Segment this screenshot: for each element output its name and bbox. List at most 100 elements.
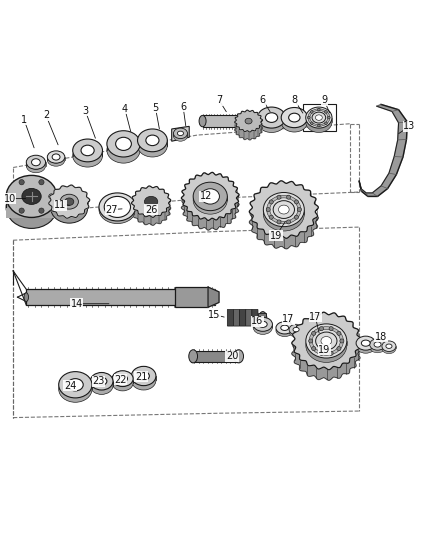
Ellipse shape (386, 344, 392, 349)
Ellipse shape (281, 328, 289, 333)
Circle shape (19, 180, 24, 185)
Ellipse shape (245, 118, 252, 124)
Ellipse shape (312, 112, 326, 123)
Ellipse shape (315, 115, 322, 120)
Ellipse shape (293, 329, 299, 334)
Circle shape (318, 124, 320, 127)
Ellipse shape (59, 376, 92, 402)
Circle shape (286, 195, 291, 199)
FancyBboxPatch shape (26, 289, 215, 305)
FancyBboxPatch shape (246, 310, 252, 326)
Text: 26: 26 (145, 205, 157, 215)
Text: 1: 1 (21, 115, 27, 125)
Polygon shape (131, 194, 171, 225)
Ellipse shape (273, 205, 294, 223)
Ellipse shape (370, 342, 385, 353)
Text: 5: 5 (152, 103, 159, 113)
Circle shape (340, 339, 344, 343)
Ellipse shape (199, 115, 206, 127)
Polygon shape (359, 104, 407, 197)
Circle shape (312, 332, 316, 335)
Text: 22: 22 (114, 375, 127, 384)
Ellipse shape (47, 154, 65, 166)
Text: 24: 24 (64, 381, 76, 391)
Ellipse shape (289, 327, 303, 337)
Ellipse shape (112, 375, 133, 391)
Ellipse shape (73, 139, 102, 162)
Circle shape (286, 220, 291, 224)
Ellipse shape (96, 382, 107, 390)
Circle shape (312, 346, 316, 351)
Ellipse shape (47, 151, 65, 163)
Ellipse shape (306, 111, 332, 133)
Ellipse shape (99, 193, 136, 221)
Ellipse shape (6, 175, 57, 217)
Bar (303, 103, 336, 131)
Text: 23: 23 (92, 376, 105, 386)
Ellipse shape (312, 329, 340, 353)
Ellipse shape (118, 379, 127, 386)
Ellipse shape (310, 110, 328, 125)
Ellipse shape (6, 187, 57, 229)
Ellipse shape (26, 155, 46, 169)
Ellipse shape (258, 107, 286, 128)
Ellipse shape (52, 154, 60, 160)
Ellipse shape (306, 107, 332, 128)
Text: 18: 18 (375, 332, 387, 342)
Ellipse shape (289, 324, 303, 335)
Text: 6: 6 (260, 95, 266, 105)
Ellipse shape (370, 339, 385, 350)
Ellipse shape (263, 192, 304, 227)
FancyBboxPatch shape (240, 310, 246, 326)
Polygon shape (292, 312, 361, 370)
Ellipse shape (308, 109, 330, 126)
Circle shape (277, 195, 281, 199)
Ellipse shape (193, 182, 227, 211)
Polygon shape (235, 118, 262, 140)
Ellipse shape (173, 128, 187, 139)
Ellipse shape (116, 138, 131, 150)
Ellipse shape (316, 332, 337, 350)
Circle shape (269, 200, 273, 204)
Circle shape (325, 111, 327, 113)
Ellipse shape (104, 199, 131, 220)
Text: 19: 19 (318, 345, 330, 355)
Ellipse shape (107, 131, 140, 157)
Polygon shape (292, 323, 361, 380)
Ellipse shape (306, 324, 347, 358)
Text: 20: 20 (226, 351, 238, 361)
Text: 27: 27 (106, 205, 118, 215)
FancyBboxPatch shape (258, 313, 266, 322)
Circle shape (294, 200, 298, 204)
Ellipse shape (138, 134, 167, 157)
Ellipse shape (382, 343, 396, 354)
Text: 6: 6 (180, 102, 186, 111)
Ellipse shape (116, 143, 131, 157)
Polygon shape (249, 181, 318, 238)
Ellipse shape (361, 343, 370, 349)
Ellipse shape (177, 134, 184, 138)
FancyBboxPatch shape (202, 115, 244, 127)
Polygon shape (49, 185, 90, 218)
Circle shape (9, 194, 14, 199)
Ellipse shape (263, 197, 304, 231)
Text: 15: 15 (208, 310, 221, 320)
Circle shape (309, 339, 313, 343)
FancyBboxPatch shape (227, 310, 233, 326)
Ellipse shape (201, 192, 219, 207)
Ellipse shape (145, 196, 158, 207)
Ellipse shape (99, 196, 136, 223)
Circle shape (328, 116, 330, 119)
Ellipse shape (112, 371, 133, 386)
Ellipse shape (131, 366, 156, 386)
Ellipse shape (374, 342, 381, 347)
Ellipse shape (81, 145, 94, 156)
Ellipse shape (321, 336, 332, 345)
Polygon shape (181, 172, 239, 221)
Polygon shape (131, 186, 171, 217)
Text: 9: 9 (321, 95, 327, 105)
Ellipse shape (32, 159, 40, 166)
Ellipse shape (90, 377, 113, 394)
Ellipse shape (289, 113, 300, 122)
Ellipse shape (22, 189, 41, 205)
